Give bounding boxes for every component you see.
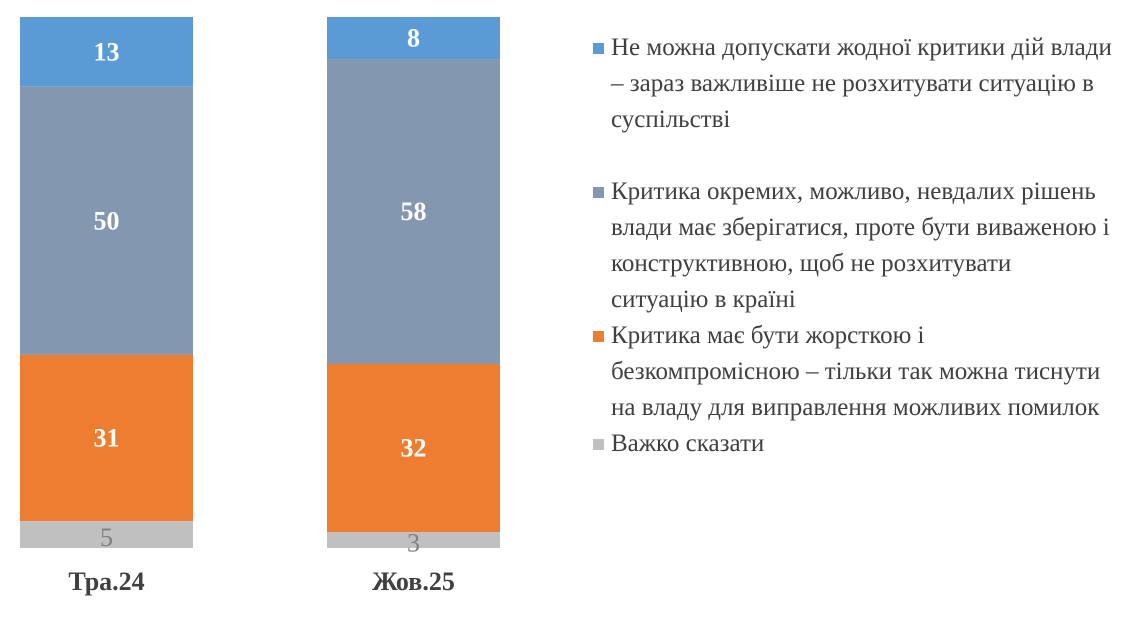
data-label-1-1: 13 [94,37,120,66]
bar-segment-2-1 [327,17,500,60]
legend-label-4: Важко сказати [611,430,765,457]
stacked-bar-chart: 13 50 31 5 Тра.24 8 58 32 3 Жов.25 [20,17,500,596]
data-label-2-3: 32 [401,434,427,463]
data-label-1-4: 5 [100,523,113,552]
bar-segment-1-1 [20,17,193,87]
legend-item-3: Критика має бути жорсткою і безкомпроміс… [593,318,1113,426]
bar-segment-1-2 [20,86,193,355]
data-label-2-2: 58 [401,197,427,226]
legend-swatch-4 [593,439,604,450]
category-label-1: Тра.24 [68,567,144,596]
data-label-2-4: 3 [407,529,420,558]
legend-label-1: Не можна допускати жодної критики дій вл… [611,34,1112,133]
legend-label-2: Критика окремих, можливо, невдалих рішен… [611,178,1110,313]
legend-item-2: Критика окремих, можливо, невдалих рішен… [593,174,1113,318]
legend-item-4: Важко сказати [593,426,1113,462]
chart-legend: Не можна допускати жодної критики дій вл… [593,30,1113,462]
bar-segment-2-3 [327,363,500,533]
bar-segment-1-4 [20,521,193,548]
bar-segment-1-3 [20,354,193,522]
bar-segment-2-4 [327,532,500,548]
legend-swatch-1 [593,43,604,54]
legend-label-3: Критика має бути жорсткою і безкомпроміс… [611,322,1101,421]
bar-segment-2-2 [327,59,500,364]
data-label-1-3: 31 [94,424,120,453]
legend-swatch-3 [593,331,604,342]
category-label-2: Жов.25 [372,567,455,596]
legend-swatch-2 [593,187,604,198]
data-label-2-1: 8 [407,24,420,53]
data-label-1-2: 50 [94,206,120,235]
legend-item-1: Не можна допускати жодної критики дій вл… [593,30,1113,138]
